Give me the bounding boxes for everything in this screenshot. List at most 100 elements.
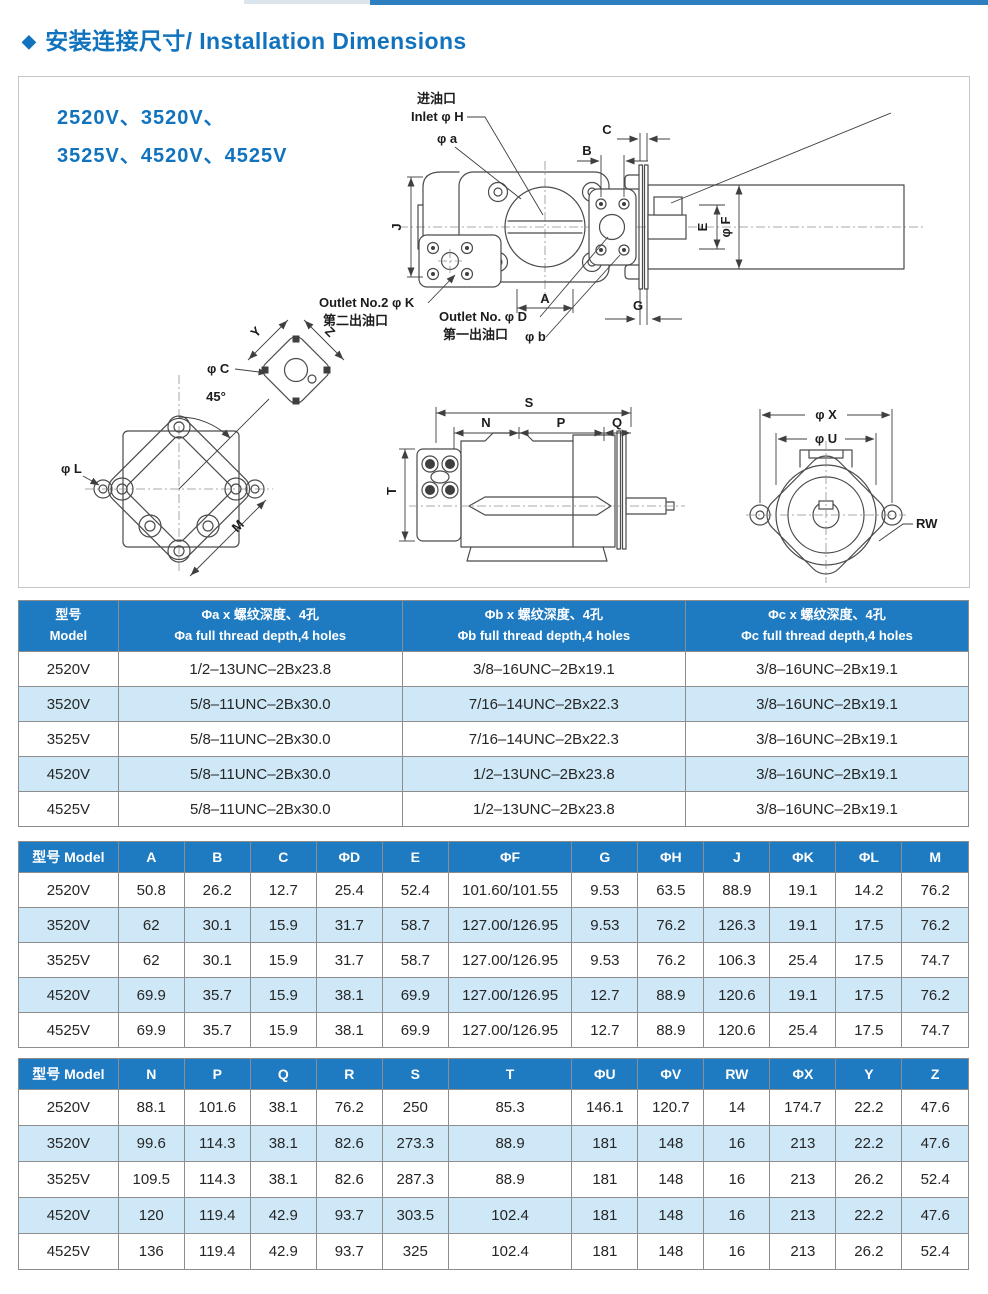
page-top-strip xyxy=(370,0,988,5)
value-cell: 42.9 xyxy=(249,1233,317,1270)
value-cell: 52.4 xyxy=(381,872,449,908)
value-cell: 88.9 xyxy=(637,977,705,1013)
column-header: G xyxy=(571,841,639,873)
value-cell: 3/8–16UNC–2Bx19.1 xyxy=(684,756,970,792)
value-cell: 31.7 xyxy=(315,907,383,943)
value-cell: 76.2 xyxy=(315,1089,383,1126)
model-cell: 2520V xyxy=(18,651,119,687)
value-cell: 325 xyxy=(381,1233,449,1270)
model-column-header: 型号 Model xyxy=(18,841,119,873)
value-cell: 3/8–16UNC–2Bx19.1 xyxy=(684,721,970,757)
value-cell: 99.6 xyxy=(117,1125,185,1162)
value-cell: 35.7 xyxy=(183,977,251,1013)
value-cell: 119.4 xyxy=(183,1233,251,1270)
column-header: R xyxy=(315,1058,383,1090)
value-cell: 62 xyxy=(117,907,185,943)
value-cell: 146.1 xyxy=(571,1089,639,1126)
mounting-face-drawing: 45° M Y Z φ C xyxy=(61,319,345,577)
value-cell: 16 xyxy=(703,1125,771,1162)
model-cell: 3520V xyxy=(18,686,119,722)
dim-label-p: P xyxy=(557,415,566,430)
value-cell: 26.2 xyxy=(183,872,251,908)
value-cell: 76.2 xyxy=(637,942,705,978)
value-cell: 47.6 xyxy=(901,1089,969,1126)
value-cell: 181 xyxy=(571,1161,639,1198)
value-cell: 181 xyxy=(571,1125,639,1162)
value-cell: 303.5 xyxy=(381,1197,449,1234)
table-row: 4525V 5/8–11UNC–2Bx30.0 1/2–13UNC–2Bx23.8 3… xyxy=(18,791,970,827)
table-row: 3525V 5/8–11UNC–2Bx30.0 7/16–14UNC–2Bx22.3… xyxy=(18,721,970,757)
table-row: 4520V 120 119.4 42.9 93.7 303.5 102.4 181 148 16 2… xyxy=(18,1197,969,1234)
dim-label-n: N xyxy=(481,415,490,430)
column-header: C xyxy=(249,841,317,873)
model-cell: 4520V xyxy=(18,1197,119,1234)
value-cell: 38.1 xyxy=(249,1089,317,1126)
value-cell: 101.6 xyxy=(183,1089,251,1126)
value-cell: 47.6 xyxy=(901,1125,969,1162)
dimensions-table-n-to-z: 型号 Model N P Q R S T ΦU ΦV RW ΦX Y Z 2520V 88.1 101.6 38… xyxy=(18,1058,969,1270)
value-cell: 15.9 xyxy=(249,907,317,943)
table-row: 3520V 5/8–11UNC–2Bx30.0 7/16–14UNC–2Bx22.3… xyxy=(18,686,970,722)
value-cell: 82.6 xyxy=(315,1161,383,1198)
value-cell: 148 xyxy=(637,1197,705,1234)
value-cell: 3/8–16UNC–2Bx19.1 xyxy=(401,651,686,687)
value-cell: 181 xyxy=(571,1233,639,1270)
value-cell: 38.1 xyxy=(315,977,383,1013)
value-cell: 88.9 xyxy=(447,1161,573,1198)
dim-label-phi-f: φ F xyxy=(718,217,733,238)
outlet2-label-zh: 第二出油口 xyxy=(323,313,388,328)
table-row: 3525V 62 30.1 15.9 31.7 58.7 127.00/126.95 9.53… xyxy=(18,942,969,978)
value-cell: 19.1 xyxy=(769,977,837,1013)
value-cell: 102.4 xyxy=(447,1197,573,1234)
value-cell: 120.6 xyxy=(703,977,771,1013)
value-cell: 74.7 xyxy=(901,1012,969,1048)
value-cell: 148 xyxy=(637,1125,705,1162)
outlet2-label-en: Outlet No.2 φ K xyxy=(319,295,415,310)
dim-label-e: E xyxy=(695,222,710,231)
value-cell: 16 xyxy=(703,1161,771,1198)
column-header: T xyxy=(447,1058,573,1090)
column-header: Y xyxy=(835,1058,903,1090)
column-header: P xyxy=(183,1058,251,1090)
value-cell: 25.4 xyxy=(769,1012,837,1048)
value-cell: 12.7 xyxy=(571,977,639,1013)
value-cell: 213 xyxy=(769,1125,837,1162)
phi-b-label: φ b xyxy=(525,329,546,344)
page-top-strip-light xyxy=(244,0,370,4)
rw-label: RW xyxy=(916,516,938,531)
value-cell: 74.7 xyxy=(901,942,969,978)
value-cell: 88.9 xyxy=(447,1125,573,1162)
value-cell: 63.5 xyxy=(637,872,705,908)
value-cell: 82.6 xyxy=(315,1125,383,1162)
value-cell: 3/8–16UNC–2Bx19.1 xyxy=(684,791,970,827)
value-cell: 15.9 xyxy=(249,1012,317,1048)
phi-l-label: φ L xyxy=(61,461,82,476)
value-cell: 58.7 xyxy=(381,942,449,978)
table-row: 2520V 1/2–13UNC–2Bx23.8 3/8–16UNC–2Bx19.1 3… xyxy=(18,651,970,687)
value-cell: 15.9 xyxy=(249,942,317,978)
value-cell: 38.1 xyxy=(249,1125,317,1162)
column-header: Φc x 螺纹深度、4孔 Φc full thread depth,4 holes xyxy=(684,600,970,652)
column-header: Φa x 螺纹深度、4孔 Φa full thread depth,4 holes xyxy=(117,600,403,652)
column-header: J xyxy=(703,841,771,873)
value-cell: 181 xyxy=(571,1197,639,1234)
value-cell: 101.60/101.55 xyxy=(447,872,573,908)
value-cell: 22.2 xyxy=(835,1125,903,1162)
value-cell: 127.00/126.95 xyxy=(447,1012,573,1048)
value-cell: 38.1 xyxy=(315,1012,383,1048)
value-cell: 5/8–11UNC–2Bx30.0 xyxy=(117,686,403,722)
value-cell: 50.8 xyxy=(117,872,185,908)
value-cell: 9.53 xyxy=(571,872,639,908)
value-cell: 17.5 xyxy=(835,977,903,1013)
value-cell: 148 xyxy=(637,1233,705,1270)
column-header: M xyxy=(901,841,969,873)
value-cell: 7/16–14UNC–2Bx22.3 xyxy=(401,686,686,722)
column-header: ΦH xyxy=(637,841,705,873)
value-cell: 38.1 xyxy=(249,1161,317,1198)
column-header: Q xyxy=(249,1058,317,1090)
value-cell: 5/8–11UNC–2Bx30.0 xyxy=(117,756,403,792)
dim-label-m: M xyxy=(229,517,247,535)
value-cell: 76.2 xyxy=(637,907,705,943)
value-cell: 273.3 xyxy=(381,1125,449,1162)
value-cell: 17.5 xyxy=(835,942,903,978)
